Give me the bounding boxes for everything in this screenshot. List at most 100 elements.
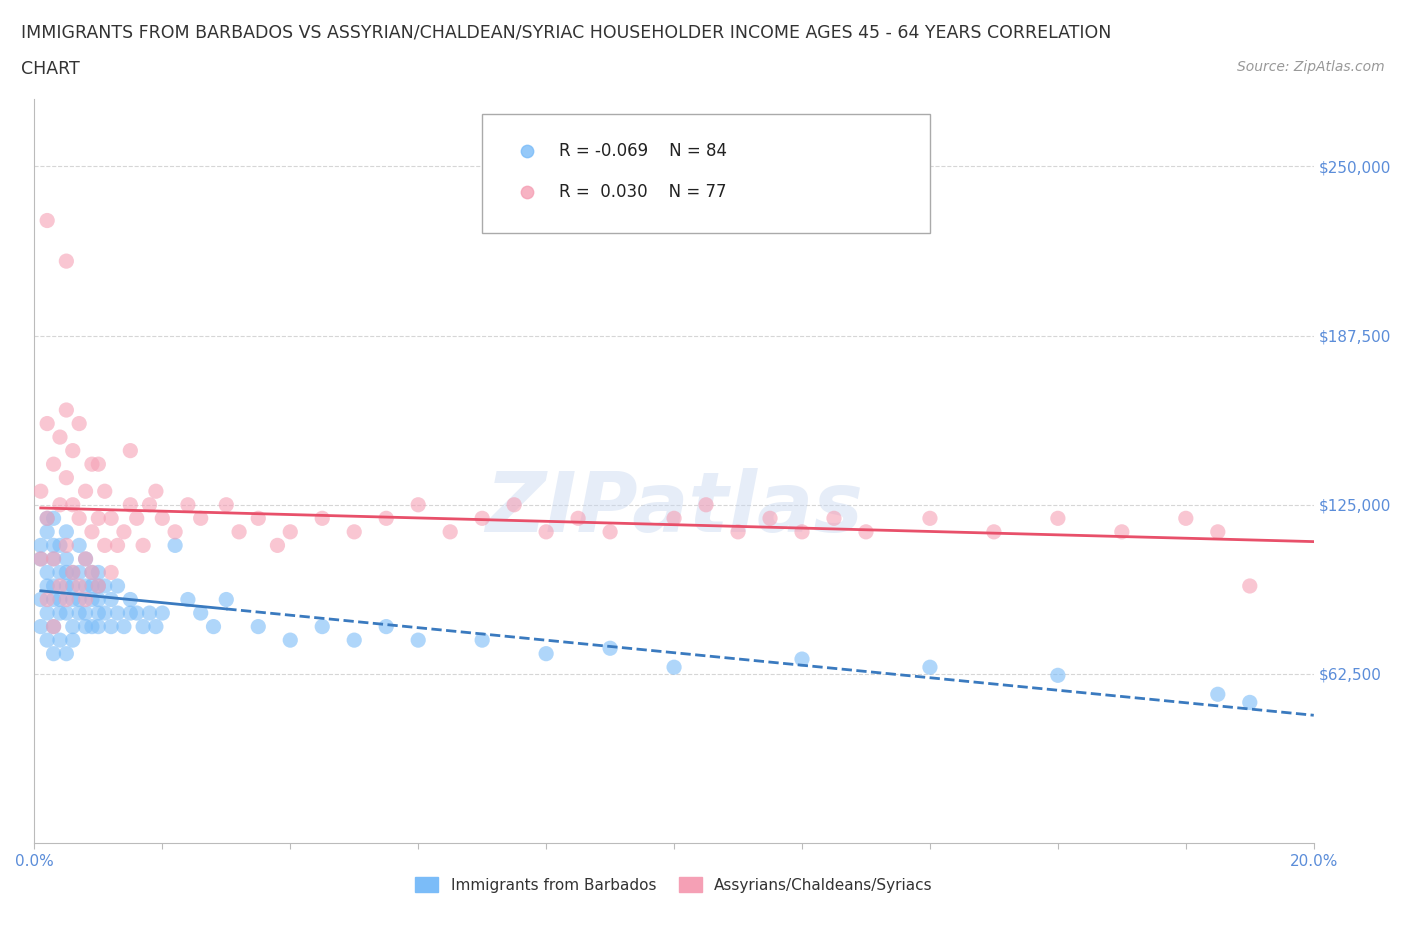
- Point: [190, 605, 212, 620]
- Point: [120, 592, 142, 607]
- Point: [150, 511, 173, 525]
- Point: [55, 538, 77, 552]
- Point: [80, 565, 103, 580]
- Text: ZIPatlas: ZIPatlas: [485, 468, 863, 549]
- Point: [55, 551, 77, 566]
- Point: [145, 484, 167, 498]
- Point: [1046, 511, 1069, 525]
- Point: [406, 632, 429, 647]
- Point: [215, 592, 238, 607]
- Point: [30, 592, 52, 607]
- Point: [100, 511, 122, 525]
- Point: [30, 538, 52, 552]
- Point: [1206, 687, 1229, 702]
- Point: [125, 605, 148, 620]
- Point: [55, 403, 77, 418]
- Point: [80, 592, 103, 607]
- Point: [55, 646, 77, 661]
- Point: [759, 511, 782, 525]
- Point: [471, 632, 494, 647]
- Point: [790, 652, 813, 667]
- Point: [107, 578, 129, 593]
- Point: [177, 498, 200, 512]
- Point: [107, 605, 129, 620]
- Point: [983, 525, 1005, 539]
- Point: [138, 605, 160, 620]
- Point: [375, 619, 398, 634]
- Point: [62, 565, 84, 580]
- Point: [80, 578, 103, 593]
- Point: [75, 619, 97, 634]
- Point: [80, 457, 103, 472]
- Point: [87, 605, 110, 620]
- Point: [55, 605, 77, 620]
- Point: [93, 578, 115, 593]
- Point: [75, 484, 97, 498]
- Point: [55, 592, 77, 607]
- Point: [37, 632, 59, 647]
- Point: [278, 525, 301, 539]
- Point: [55, 525, 77, 539]
- Point: [100, 592, 122, 607]
- Point: [62, 632, 84, 647]
- Point: [1111, 525, 1133, 539]
- Point: [67, 565, 90, 580]
- Point: [62, 498, 84, 512]
- Point: [62, 565, 84, 580]
- Point: [918, 511, 941, 525]
- Point: [471, 511, 494, 525]
- Point: [37, 592, 59, 607]
- Point: [49, 632, 72, 647]
- Point: [55, 565, 77, 580]
- Point: [343, 632, 366, 647]
- Point: [439, 525, 461, 539]
- Point: [662, 659, 685, 674]
- Point: [49, 578, 72, 593]
- Point: [30, 551, 52, 566]
- Point: [30, 484, 52, 498]
- Point: [695, 498, 717, 512]
- Point: [215, 498, 238, 512]
- Point: [100, 565, 122, 580]
- Point: [42, 457, 65, 472]
- Point: [87, 592, 110, 607]
- Point: [42, 551, 65, 566]
- Point: [87, 457, 110, 472]
- Point: [67, 511, 90, 525]
- Point: [49, 538, 72, 552]
- Point: [132, 619, 155, 634]
- Text: IMMIGRANTS FROM BARBADOS VS ASSYRIAN/CHALDEAN/SYRIAC HOUSEHOLDER INCOME AGES 45 : IMMIGRANTS FROM BARBADOS VS ASSYRIAN/CHA…: [21, 23, 1112, 41]
- Point: [37, 416, 59, 431]
- Point: [49, 498, 72, 512]
- Point: [165, 538, 187, 552]
- Point: [120, 498, 142, 512]
- Point: [42, 646, 65, 661]
- Point: [1174, 511, 1197, 525]
- Point: [80, 619, 103, 634]
- Text: R =  0.030    N = 77: R = 0.030 N = 77: [560, 183, 727, 201]
- Point: [918, 659, 941, 674]
- Point: [75, 578, 97, 593]
- Point: [87, 578, 110, 593]
- Point: [42, 578, 65, 593]
- Point: [37, 565, 59, 580]
- Point: [375, 511, 398, 525]
- Point: [42, 551, 65, 566]
- Point: [55, 471, 77, 485]
- Point: [120, 444, 142, 458]
- Point: [93, 605, 115, 620]
- FancyBboxPatch shape: [482, 113, 929, 232]
- Point: [62, 619, 84, 634]
- Point: [311, 619, 333, 634]
- Point: [1206, 525, 1229, 539]
- Point: [120, 605, 142, 620]
- Point: [75, 605, 97, 620]
- Point: [62, 444, 84, 458]
- Point: [67, 605, 90, 620]
- Point: [107, 538, 129, 552]
- Point: [278, 632, 301, 647]
- Point: [599, 641, 621, 656]
- Point: [42, 619, 65, 634]
- Point: [37, 525, 59, 539]
- Point: [823, 511, 845, 525]
